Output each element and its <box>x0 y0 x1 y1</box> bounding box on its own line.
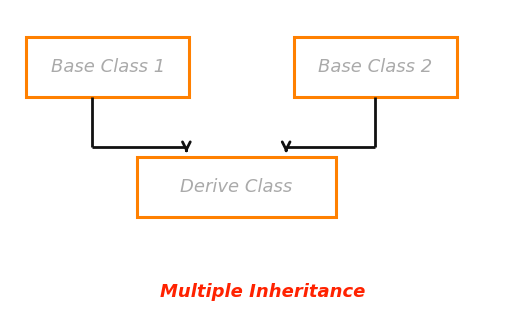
Text: Multiple Inheritance: Multiple Inheritance <box>160 283 365 301</box>
Text: Base Class 1: Base Class 1 <box>50 58 165 76</box>
FancyBboxPatch shape <box>294 37 457 97</box>
FancyBboxPatch shape <box>26 37 189 97</box>
Text: Base Class 2: Base Class 2 <box>318 58 433 76</box>
Text: Derive Class: Derive Class <box>180 178 292 196</box>
FancyBboxPatch shape <box>136 157 336 217</box>
